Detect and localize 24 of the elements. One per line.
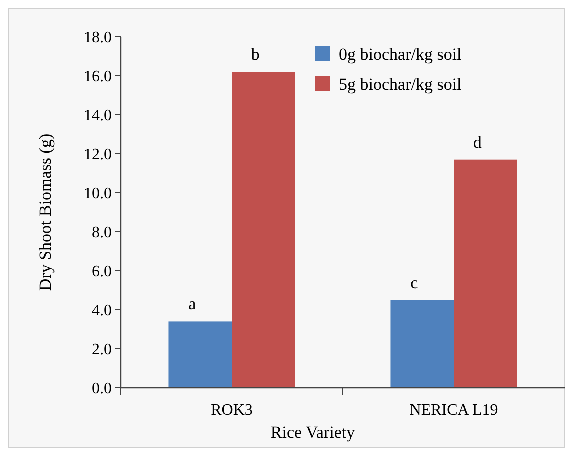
annotation: a <box>188 294 197 314</box>
y-tick-label: 0.0 <box>92 380 112 398</box>
y-tick-label: 12.0 <box>84 146 112 164</box>
annotation: d <box>473 132 482 152</box>
y-tick-label: 16.0 <box>84 68 112 86</box>
y-tick-label: 2.0 <box>92 342 112 359</box>
bar <box>232 72 296 388</box>
bar <box>390 300 454 388</box>
legend-label: 5g biochar/kg soil <box>339 74 462 94</box>
x-axis-title: Rice Variety <box>270 423 356 442</box>
bar <box>454 160 518 388</box>
bar <box>168 322 232 388</box>
y-tick-label: 8.0 <box>92 224 112 242</box>
annotation: c <box>410 273 419 292</box>
annotation: b <box>251 45 260 64</box>
y-tick-label: 4.0 <box>92 302 112 320</box>
y-tick-label: 18.0 <box>84 30 112 47</box>
y-axis-title: Dry Shoot Biomass (g) <box>36 134 55 292</box>
x-tick-label: ROK3 <box>211 402 253 419</box>
y-tick-label: 6.0 <box>92 264 112 281</box>
x-tick-label: NERICA L19 <box>410 402 498 419</box>
y-tick-label: 14.0 <box>84 108 112 125</box>
legend-label: 0g biochar/kg soil <box>339 44 462 64</box>
y-tick-label: 10.0 <box>84 186 112 203</box>
